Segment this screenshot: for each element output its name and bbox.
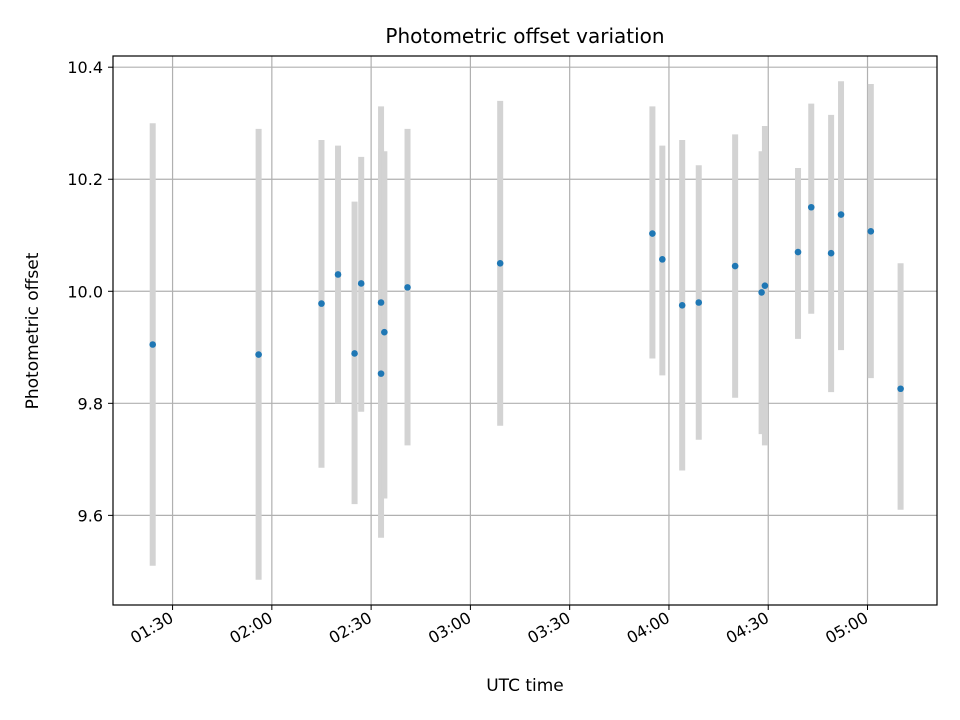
data-point xyxy=(695,299,703,306)
data-point xyxy=(649,230,656,237)
data-point xyxy=(334,271,342,278)
grid xyxy=(113,56,937,605)
data-point xyxy=(731,262,739,270)
y-tick-label: 9.6 xyxy=(78,506,103,525)
plot-frame xyxy=(112,55,938,606)
data-point xyxy=(837,211,845,218)
data-point xyxy=(357,280,365,287)
chart-title: Photometric offset variation xyxy=(385,24,664,48)
data-point xyxy=(678,301,686,309)
y-axis-ticks: 9.6 9.8 10.0 10.2 10.4 xyxy=(67,58,113,525)
y-tick-label: 9.8 xyxy=(78,394,103,413)
y-tick-label: 10.4 xyxy=(67,58,103,77)
data-point xyxy=(255,351,262,358)
data-point xyxy=(377,370,385,377)
y-tick-label: 10.0 xyxy=(67,282,103,301)
data-point xyxy=(827,249,835,257)
data-point xyxy=(794,248,802,256)
data-point xyxy=(867,228,875,235)
data-point xyxy=(149,341,157,348)
y-axis-label: Photometric offset xyxy=(23,252,43,409)
data-point xyxy=(659,256,666,263)
y-tick-label: 10.2 xyxy=(67,170,103,189)
data-point xyxy=(761,282,769,289)
data-point xyxy=(897,385,904,393)
data-point xyxy=(758,289,765,296)
data-point xyxy=(351,350,358,357)
data-point xyxy=(381,328,388,336)
data-points xyxy=(149,203,904,393)
data-point xyxy=(404,284,411,291)
data-point xyxy=(807,203,815,211)
data-point xyxy=(496,259,504,267)
x-axis-label: UTC time xyxy=(486,676,564,696)
data-point xyxy=(318,300,325,307)
data-point xyxy=(377,299,385,306)
